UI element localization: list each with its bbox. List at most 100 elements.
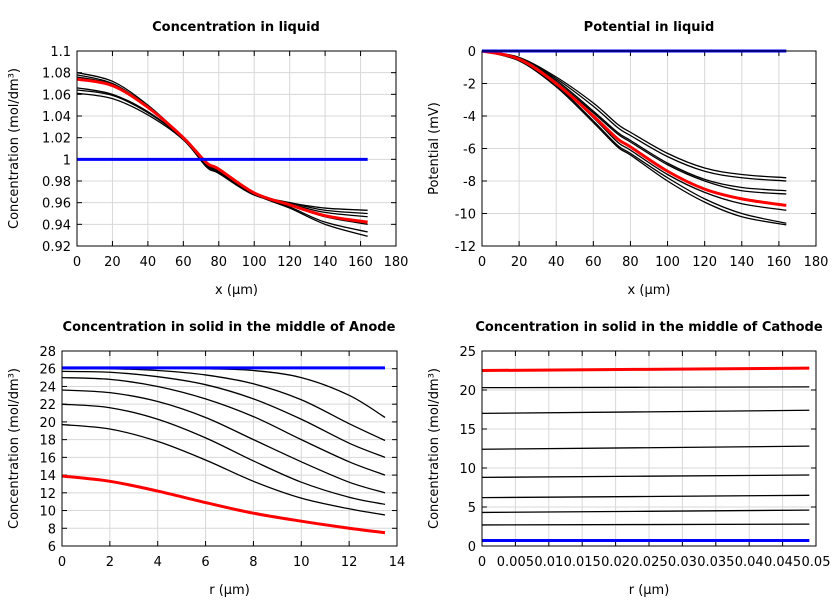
- y-tick-label: 6: [48, 540, 56, 555]
- x-axis-label: x (µm): [215, 283, 258, 298]
- y-tick-label: 0.96: [42, 197, 71, 212]
- x-tick-label: 60: [175, 255, 192, 270]
- x-tick-label: 0.05: [802, 555, 831, 570]
- y-tick-label: 10: [459, 462, 476, 477]
- x-tick-label: 180: [804, 255, 829, 270]
- y-tick-label: 1.1: [50, 45, 71, 60]
- y-tick-label: -10: [455, 208, 476, 223]
- x-tick-label: 0.03: [668, 555, 697, 570]
- x-tick-label: 80: [211, 255, 228, 270]
- x-tick-label: 0.015: [564, 555, 601, 570]
- x-tick-label: 14: [389, 555, 406, 570]
- x-tick-label: 10: [293, 555, 310, 570]
- y-tick-label: -4: [463, 110, 476, 125]
- plot-frame: [481, 350, 817, 547]
- y-tick-label: 25: [459, 345, 476, 360]
- y-axis-label: Concentration (mol/dm³): [7, 68, 22, 229]
- x-tick-label: 6: [201, 555, 209, 570]
- y-tick-label: 0.94: [42, 218, 71, 233]
- series-line-4: [481, 50, 787, 195]
- x-tick-label: 140: [729, 255, 754, 270]
- x-tick-label: 180: [384, 255, 409, 270]
- y-tick-label: 22: [39, 398, 56, 413]
- y-tick-label: 26: [39, 363, 56, 378]
- subplot-2: 0 20 40 60 80 100 120 140 160 180 -12 -10 -8 -6 -4 -2 0 P…: [427, 20, 828, 298]
- series-line-7: [76, 77, 368, 224]
- series-line-8: [481, 366, 810, 372]
- series-line-4: [76, 87, 368, 218]
- series-line-1: [481, 386, 810, 389]
- series-line-8: [481, 49, 787, 207]
- x-tick-label: 40: [140, 255, 157, 270]
- x-tick-label: 0: [73, 255, 81, 270]
- y-axis-label: Potential (mV): [427, 102, 442, 195]
- plot-frame: [76, 50, 397, 247]
- y-tick-label: 0: [468, 540, 476, 555]
- y-tick-label: 1: [63, 153, 71, 168]
- series-line-8: [61, 474, 386, 535]
- x-tick-label: 140: [313, 255, 338, 270]
- y-tick-label: 10: [39, 505, 56, 520]
- x-tick-label: 0.005: [497, 555, 534, 570]
- x-tick-label: 8: [249, 555, 257, 570]
- y-tick-label: 0.98: [42, 175, 71, 190]
- x-tick-label: 100: [655, 255, 680, 270]
- y-tick-label: 1.06: [42, 88, 71, 103]
- x-tick-label: 0: [478, 555, 486, 570]
- subplot-1: 0 20 40 60 80 100 120 140 160 180 0.92 0.94 0.96 0.98…: [7, 20, 408, 298]
- subplot-4: 0 0.005 0.01 0.015 0.02 0.025 0.03 0.035 0.04 0.0…: [427, 320, 830, 598]
- chart-title: Concentration in solid in the middle of …: [63, 320, 396, 335]
- x-tick-label: 0.035: [697, 555, 734, 570]
- y-tick-label: 16: [39, 451, 56, 466]
- x-tick-label: 0.045: [764, 555, 801, 570]
- x-tick-label: 2: [106, 555, 114, 570]
- y-tick-label: 20: [459, 384, 476, 399]
- x-tick-label: 0.025: [630, 555, 667, 570]
- chart-title: Potential in liquid: [584, 20, 715, 35]
- y-tick-label: 12: [39, 487, 56, 502]
- x-tick-label: 160: [348, 255, 373, 270]
- x-axis-label: x (µm): [628, 283, 671, 298]
- x-axis-label: r (µm): [629, 583, 670, 598]
- series-line-6: [481, 509, 810, 514]
- series-line-5: [61, 389, 386, 494]
- y-tick-label: 1.04: [42, 110, 71, 125]
- subplot-3: 0 2 4 6 8 10 12 146810121416182022242628Concent…: [7, 320, 405, 598]
- x-tick-label: 4: [154, 555, 162, 570]
- x-tick-label: 60: [585, 255, 602, 270]
- series-line-3: [61, 370, 386, 458]
- series-line-1: [481, 50, 787, 179]
- x-tick-label: 0.04: [735, 555, 764, 570]
- y-tick-label: 0: [468, 45, 476, 60]
- x-tick-label: 160: [766, 255, 791, 270]
- x-tick-label: 12: [341, 555, 358, 570]
- plot-frame: [481, 50, 817, 247]
- chart-title: Concentration in solid in the middle of …: [475, 320, 823, 335]
- series-line-5: [76, 89, 368, 215]
- y-axis-label: Concentration (mol/dm³): [427, 368, 442, 529]
- x-tick-label: 0.01: [534, 555, 563, 570]
- x-tick-label: 120: [692, 255, 717, 270]
- x-tick-label: 0.02: [601, 555, 630, 570]
- y-tick-label: 24: [39, 380, 56, 395]
- series-line-7: [481, 50, 787, 226]
- y-tick-label: 8: [48, 522, 56, 537]
- series-line-6: [61, 403, 386, 505]
- x-tick-label: 100: [242, 255, 267, 270]
- y-tick-label: 20: [39, 416, 56, 431]
- y-tick-label: -2: [463, 78, 476, 93]
- y-tick-label: 18: [39, 434, 56, 449]
- chart-title: Concentration in liquid: [152, 20, 320, 35]
- y-tick-label: 1.02: [42, 132, 71, 147]
- series-line-2: [481, 50, 787, 182]
- y-tick-label: -6: [463, 143, 476, 158]
- x-axis-label: r (µm): [209, 583, 250, 598]
- y-tick-label: 0.92: [42, 240, 71, 255]
- series-line-2: [481, 409, 810, 415]
- series-line-5: [481, 494, 810, 499]
- y-axis-label: Concentration (mol/dm³): [7, 368, 22, 529]
- series-line-7: [481, 523, 810, 526]
- y-tick-label: 1.08: [42, 67, 71, 82]
- series-line-3: [481, 445, 810, 450]
